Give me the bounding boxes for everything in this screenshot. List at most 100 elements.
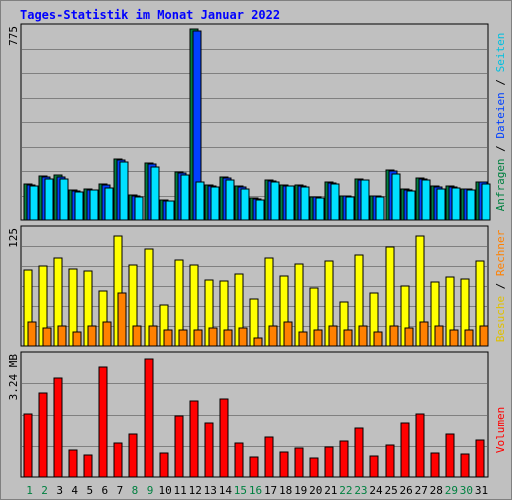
day-label-8: 8 xyxy=(132,484,139,497)
middle-bar-rechner-26 xyxy=(404,327,414,347)
bottom-bar-volumen-20 xyxy=(309,457,319,478)
bottom-bar-volumen-30 xyxy=(460,453,470,478)
top-bar-seiten-12 xyxy=(195,181,205,221)
day-label-31: 31 xyxy=(475,484,488,497)
top-bar-seiten-15 xyxy=(240,188,250,221)
legend-besuche: Besuche xyxy=(494,296,507,342)
bottom-bar-volumen-9 xyxy=(144,358,154,478)
top-bar-seiten-5 xyxy=(89,189,99,221)
legend-dateien: Dateien xyxy=(494,92,507,138)
middle-bar-rechner-22 xyxy=(343,329,353,347)
bottom-bar-volumen-12 xyxy=(189,400,199,478)
bottom-max-label: 3.24 MB xyxy=(7,354,20,401)
legend-rechner: Rechner xyxy=(494,229,507,276)
day-label-7: 7 xyxy=(117,484,124,497)
top-bar-seiten-24 xyxy=(375,196,385,221)
middle-bar-rechner-15 xyxy=(238,327,248,347)
top-bar-seiten-30 xyxy=(466,189,476,221)
legend-top: Anfragen / Dateien / Seiten xyxy=(494,33,507,212)
bottom-bar-volumen-3 xyxy=(53,377,63,478)
chart-title: Tages-Statistik im Monat Januar 2022 xyxy=(20,8,281,22)
top-bar-seiten-9 xyxy=(150,166,160,221)
day-label-3: 3 xyxy=(56,484,63,497)
middle-bar-rechner-31 xyxy=(479,325,489,347)
bottom-bar-volumen-2 xyxy=(38,392,48,478)
day-label-27: 27 xyxy=(415,484,428,497)
top-bar-seiten-4 xyxy=(74,191,84,221)
legend-anfragen: Anfragen xyxy=(494,158,507,211)
bottom-bar-volumen-22 xyxy=(339,440,349,478)
middle-bar-rechner-7 xyxy=(117,292,127,347)
day-label-2: 2 xyxy=(41,484,48,497)
top-bar-seiten-14 xyxy=(225,179,235,221)
day-label-14: 14 xyxy=(219,484,233,497)
middle-bar-rechner-20 xyxy=(313,329,323,347)
middle-bar-rechner-8 xyxy=(132,325,142,347)
middle-bar-rechner-18 xyxy=(283,321,293,347)
day-label-9: 9 xyxy=(147,484,154,497)
legend-bottom: Volumen xyxy=(494,407,507,453)
top-bar-seiten-21 xyxy=(330,183,340,221)
day-label-26: 26 xyxy=(400,484,413,497)
bottom-bar-volumen-14 xyxy=(219,398,229,478)
bottom-bar-volumen-31 xyxy=(475,439,485,478)
top-bar-seiten-13 xyxy=(210,186,220,221)
middle-bar-rechner-4 xyxy=(72,331,82,347)
day-label-6: 6 xyxy=(102,484,109,497)
bottom-bar-volumen-15 xyxy=(234,442,244,478)
day-label-13: 13 xyxy=(204,484,217,497)
middle-bar-rechner-24 xyxy=(373,331,383,347)
bottom-bar-volumen-4 xyxy=(68,449,78,478)
top-bar-seiten-7 xyxy=(119,161,129,221)
bottom-bar-volumen-28 xyxy=(430,452,440,478)
day-label-30: 30 xyxy=(460,484,473,497)
day-label-22: 22 xyxy=(339,484,352,497)
day-label-4: 4 xyxy=(71,484,78,497)
top-bar-seiten-3 xyxy=(59,178,69,221)
middle-bar-rechner-12 xyxy=(193,329,203,347)
day-label-18: 18 xyxy=(279,484,292,497)
bottom-bar-volumen-6 xyxy=(98,366,108,478)
bottom-bar-volumen-27 xyxy=(415,413,425,478)
top-bar-seiten-6 xyxy=(104,187,114,221)
middle-bar-rechner-23 xyxy=(358,325,368,347)
middle-bar-rechner-29 xyxy=(449,329,459,347)
day-label-25: 25 xyxy=(384,484,397,497)
middle-bar-rechner-25 xyxy=(389,325,399,347)
middle-bar-rechner-6 xyxy=(102,321,112,347)
middle-bar-rechner-28 xyxy=(434,325,444,347)
middle-bar-rechner-27 xyxy=(419,321,429,347)
middle-max-label: 125 xyxy=(7,228,20,248)
top-bar-seiten-1 xyxy=(29,185,39,221)
day-label-10: 10 xyxy=(158,484,171,497)
top-bar-seiten-27 xyxy=(421,179,431,221)
middle-bar-rechner-2 xyxy=(42,327,52,347)
top-bar-seiten-8 xyxy=(134,196,144,221)
middle-bar-rechner-30 xyxy=(464,329,474,347)
top-bar-seiten-23 xyxy=(360,179,370,221)
day-label-29: 29 xyxy=(445,484,458,497)
bottom-bar-volumen-5 xyxy=(83,454,93,478)
middle-bar-rechner-14 xyxy=(223,329,233,347)
middle-bar-rechner-16 xyxy=(253,337,263,347)
day-label-1: 1 xyxy=(26,484,33,497)
legend-middle: Besuche / Rechner xyxy=(494,229,507,342)
day-label-24: 24 xyxy=(369,484,383,497)
middle-bar-rechner-5 xyxy=(87,325,97,347)
top-bar-seiten-29 xyxy=(451,187,461,221)
bottom-bar-volumen-11 xyxy=(174,415,184,478)
legend-seiten: Seiten xyxy=(494,33,507,73)
top-bar-seiten-31 xyxy=(481,183,491,221)
day-label-17: 17 xyxy=(264,484,277,497)
top-bar-seiten-19 xyxy=(300,186,310,221)
bottom-bar-volumen-17 xyxy=(264,436,274,478)
middle-bar-rechner-3 xyxy=(57,325,67,347)
top-bar-seiten-16 xyxy=(255,199,265,221)
top-bar-seiten-28 xyxy=(436,188,446,221)
top-bar-seiten-17 xyxy=(270,181,280,221)
middle-bar-rechner-21 xyxy=(328,325,338,347)
bottom-bar-volumen-8 xyxy=(128,433,138,478)
middle-bar-rechner-11 xyxy=(178,329,188,347)
top-bar-seiten-10 xyxy=(165,200,175,221)
